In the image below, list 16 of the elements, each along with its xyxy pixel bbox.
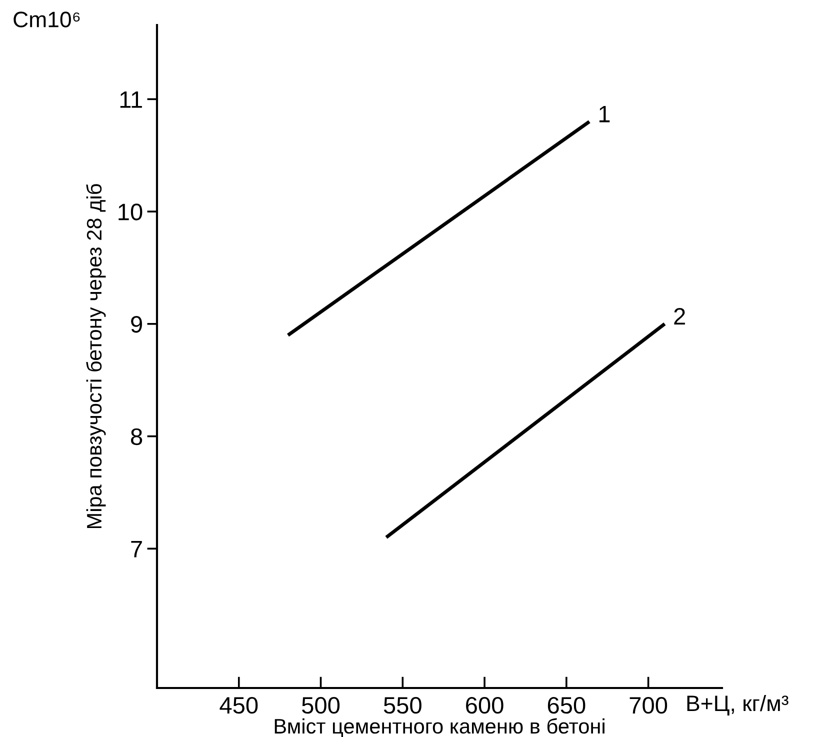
y-tick-label: 7 (131, 540, 142, 558)
x-tick-label: 550 (384, 696, 422, 714)
x-tick-label: 450 (220, 696, 258, 714)
text: Cm10⁶ (14, 12, 80, 28)
y-axis-title: Міра повзучості бетону через 28 діб (86, 184, 106, 528)
y-tick-label: 10 (118, 204, 142, 220)
y-tick-label: 8 (131, 428, 142, 446)
x-tick-label: 700 (630, 696, 668, 714)
x-tick-label: 600 (466, 696, 504, 714)
x-tick-label: 650 (548, 696, 586, 714)
x-tick-label: 500 (302, 696, 340, 714)
text: В+Ц, кг/м³ (687, 694, 788, 716)
series-label: 1 (599, 106, 610, 122)
y-tick-label: 11 (120, 91, 142, 108)
series-label: 2 (674, 308, 685, 324)
y-tick-label: 9 (131, 316, 142, 333)
